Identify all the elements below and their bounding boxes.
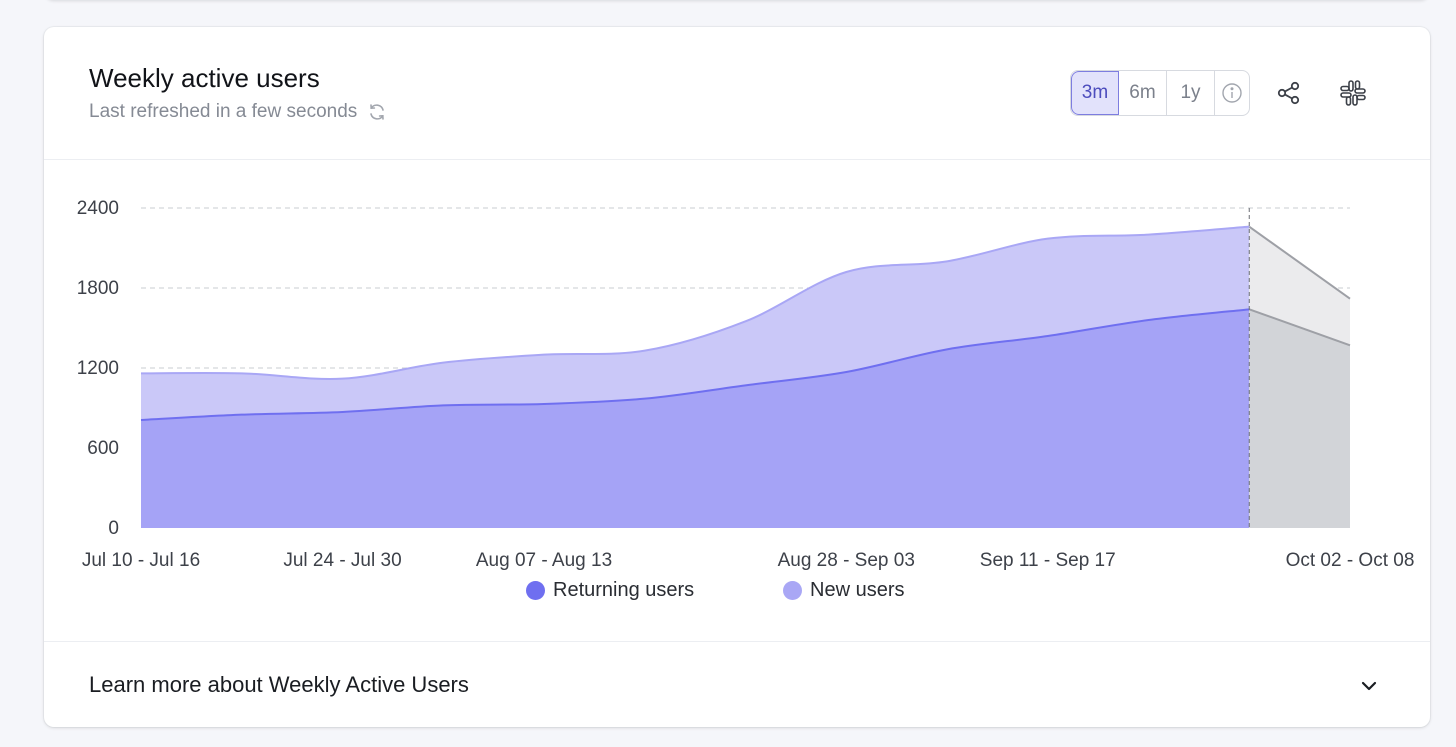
share-icon[interactable] <box>1271 75 1307 111</box>
area-returning-users <box>141 309 1250 528</box>
last-refreshed: Last refreshed in a few seconds <box>89 101 387 123</box>
last-refreshed-text: Last refreshed in a few seconds <box>89 101 358 122</box>
y-tick-label-1800: 1800 <box>77 278 119 299</box>
chart-legend: Returning users New users <box>44 579 1430 609</box>
card-header: Weekly active users Last refreshed in a … <box>44 27 1430 160</box>
x-tick-label-3: Aug 28 - Sep 03 <box>778 550 915 571</box>
line-incomplete-returning <box>1248 308 1351 347</box>
x-tick-label-4: Sep 11 - Sep 17 <box>980 550 1116 571</box>
weekly-active-users-chart: 0 600 1200 1800 2400 Jul 10 - Jul 16 Jul 24 - … <box>77 198 1415 571</box>
line-returning-users <box>140 308 1250 421</box>
y-tick-label-0: 0 <box>108 518 119 539</box>
chevron-down-icon[interactable] <box>1357 674 1381 698</box>
legend-label-returning: Returning users <box>553 579 695 601</box>
weekly-active-users-card: Weekly active users Last refreshed in a … <box>44 27 1430 727</box>
info-icon[interactable] <box>1215 71 1249 115</box>
time-range-selector: 3m 6m 1y <box>1070 70 1250 116</box>
x-tick-label-5: Oct 02 - Oct 08 <box>1286 550 1415 571</box>
legend-dot-returning <box>526 581 545 600</box>
slack-icon[interactable] <box>1335 75 1371 111</box>
x-tick-label-2: Aug 07 - Aug 13 <box>476 550 612 571</box>
refresh-icon[interactable] <box>367 102 387 122</box>
line-incomplete-new <box>1248 225 1351 300</box>
line-new-users <box>140 225 1250 380</box>
x-tick-label-0: Jul 10 - Jul 16 <box>82 550 200 571</box>
legend-item-new[interactable]: New users <box>783 579 904 602</box>
y-tick-label-600: 600 <box>87 438 119 459</box>
chart-area: 0 600 1200 1800 2400 Jul 10 - Jul 16 Jul 24 - … <box>44 160 1430 640</box>
legend-label-new: New users <box>810 579 905 601</box>
x-tick-label-1: Jul 24 - Jul 30 <box>283 550 401 571</box>
range-3m-button[interactable]: 3m <box>1071 71 1119 115</box>
area-incomplete-returning <box>1249 309 1350 528</box>
card-title: Weekly active users <box>89 63 320 93</box>
y-tick-label-1200: 1200 <box>77 358 119 379</box>
range-6m-button[interactable]: 6m <box>1119 71 1167 115</box>
legend-item-returning[interactable]: Returning users <box>526 579 694 602</box>
learn-more-accordion[interactable]: Learn more about Weekly Active Users <box>44 641 1430 727</box>
range-1y-button[interactable]: 1y <box>1167 71 1215 115</box>
learn-more-label: Learn more about Weekly Active Users <box>89 672 469 697</box>
legend-dot-new <box>783 581 802 600</box>
y-tick-label-2400: 2400 <box>77 198 119 219</box>
